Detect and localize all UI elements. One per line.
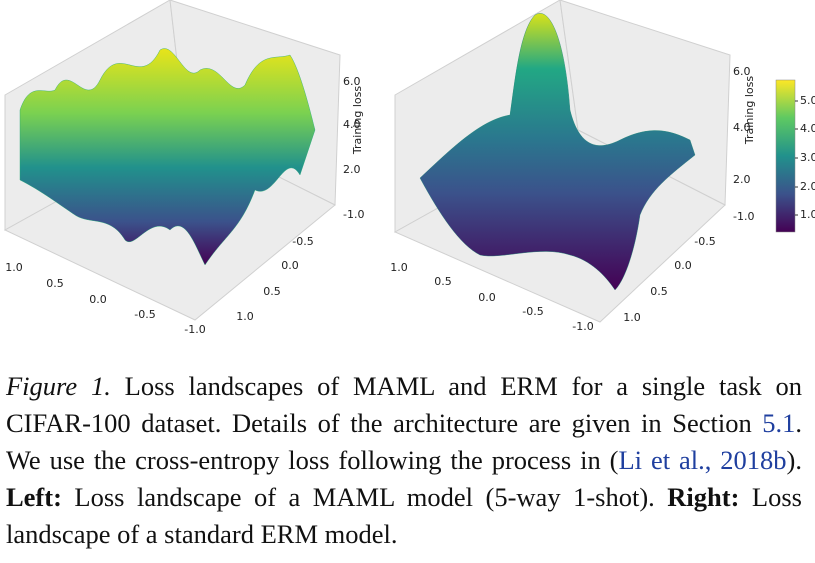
z-tick-label: 4.0: [343, 118, 361, 131]
colorbar-tick-label: 1.0: [800, 208, 815, 221]
left-surface: [19, 48, 316, 266]
y-tick-label: 1.0: [236, 310, 254, 323]
y-tick-label: -0.5: [292, 235, 313, 248]
z-axis-label: Training loss: [351, 86, 364, 155]
colorbar-tick-label: 4.0: [800, 122, 815, 135]
z-axis-label: Training loss: [743, 76, 756, 145]
caption-text: Loss landscape of a standard ERM model.: [6, 482, 802, 549]
caption-label: Figure 1.: [6, 371, 111, 401]
z-tick-label: 4.0: [733, 121, 751, 134]
citation-link[interactable]: Li et al., 2018b: [618, 445, 787, 475]
colorbar: [775, 79, 796, 233]
z-tick-label: 2.0: [733, 173, 751, 186]
y-tick-label: -0.5: [694, 235, 715, 248]
left-label: Left:: [6, 482, 62, 512]
colorbar-tick-label: 5.0: [800, 94, 815, 107]
x-tick-label: -0.5: [522, 305, 543, 318]
y-tick-label: 0.5: [263, 285, 281, 298]
x-tick-label: 0.0: [478, 291, 496, 304]
z-tick-label: 2.0: [343, 163, 361, 176]
caption-text: . We use the cross-entropy loss followin…: [6, 408, 802, 475]
section-link[interactable]: 5.1: [762, 408, 796, 438]
caption-text: Loss landscapes of MAML and ERM for a si…: [6, 371, 802, 438]
caption-text: Loss landscape of a MAML model (5-way 1-…: [61, 482, 668, 512]
colorbar-tick-label: 2.0: [800, 180, 815, 193]
y-tick-label: 0.0: [674, 259, 692, 272]
z-tick-label: -1.0: [733, 210, 754, 223]
right-surface: [419, 13, 696, 291]
x-tick-label: -0.5: [134, 308, 155, 321]
caption-text: ).: [786, 445, 802, 475]
x-tick-label: -1.0: [184, 323, 205, 336]
caption: Figure 1. Loss landscapes of MAML and ER…: [6, 368, 802, 553]
z-tick-label: -1.0: [343, 208, 364, 221]
right-label: Right:: [667, 482, 740, 512]
figure: 1.00.50.0-0.5-1.0-0.50.00.51.06.04.02.0-…: [3, 0, 815, 336]
colorbar-tick-label: 3.0: [800, 151, 815, 164]
y-tick-label: 1.0: [623, 311, 641, 324]
x-tick-label: 0.5: [434, 275, 452, 288]
x-tick-label: 0.0: [89, 293, 107, 306]
x-tick-label: 1.0: [5, 261, 23, 274]
x-tick-label: 1.0: [390, 261, 408, 274]
x-tick-label: 0.5: [46, 277, 64, 290]
z-tick-label: 6.0: [343, 75, 361, 88]
x-tick-label: -1.0: [572, 320, 593, 333]
y-tick-label: 0.0: [281, 259, 299, 272]
z-tick-label: 6.0: [733, 65, 751, 78]
y-tick-label: 0.5: [650, 285, 668, 298]
